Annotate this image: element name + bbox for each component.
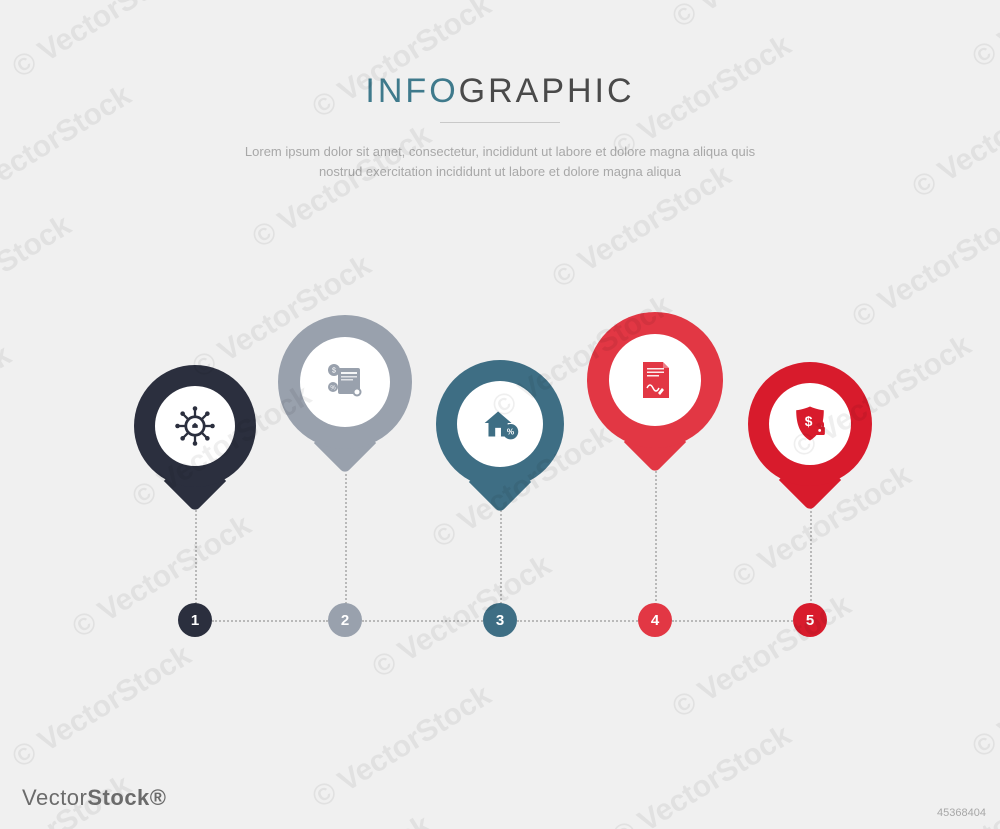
title-divider (440, 122, 560, 123)
step-number-badge: 5 (793, 603, 827, 637)
connector-horizontal (672, 620, 793, 622)
step-number-badge: 2 (328, 603, 362, 637)
connector-horizontal (362, 620, 483, 622)
diag-watermark-text: © VectorStock (966, 0, 1000, 75)
title-part-1: INFO (365, 72, 458, 110)
diag-watermark-text: © VectorStock (846, 199, 1000, 336)
diag-watermark-text: © VectorStock (606, 719, 797, 829)
svg-text:%: % (330, 386, 336, 392)
diag-watermark-text: © VectorStock (246, 809, 437, 829)
step-number-badge: 1 (178, 603, 212, 637)
step-number-badge: 4 (638, 603, 672, 637)
network-hub-icon (155, 386, 235, 466)
diag-watermark-text: © VectorStock (66, 509, 257, 646)
shield-money-lock-icon: $ (769, 383, 851, 465)
brand-part-2: Stock® (87, 785, 166, 810)
diag-watermark-text: © VectorStock (966, 629, 1000, 766)
contract-doc-icon (609, 334, 701, 426)
brand-part-1: Vector (22, 785, 87, 810)
diag-watermark-text: © VectorStock (246, 119, 437, 256)
diag-watermark-text: © VectorStock (666, 0, 857, 35)
connector-horizontal (212, 620, 328, 622)
title: INFOGRAPHIC (0, 72, 1000, 111)
vectorstock-brand: VectorStock® (22, 785, 167, 811)
diag-watermark-text: © VectorStock (0, 209, 77, 346)
map-pin (134, 365, 256, 487)
infographic-canvas: INFOGRAPHIC Lorem ipsum dolor sit amet, … (0, 0, 1000, 829)
svg-text:$: $ (332, 368, 336, 375)
diag-watermark-text: © VectorStock (6, 639, 197, 776)
diag-watermark-text: © VectorStock (306, 679, 497, 816)
diag-watermark-text: © VectorStock (666, 589, 857, 726)
house-percent-icon: % (457, 381, 543, 467)
map-pin: % (436, 360, 564, 488)
subtitle-text: Lorem ipsum dolor sit amet, consectetur,… (240, 142, 760, 182)
svg-text:$: $ (805, 414, 813, 429)
title-part-2: GRAPHIC (459, 72, 635, 110)
map-pin: $ (748, 362, 872, 486)
svg-text:%: % (507, 428, 515, 437)
diag-watermark-text: © VectorStock (0, 339, 17, 476)
connector-horizontal (517, 620, 638, 622)
connector-vertical (655, 468, 657, 620)
map-pin (587, 312, 723, 448)
diag-watermark-text: © VectorStock (366, 549, 557, 686)
step-number-badge: 3 (483, 603, 517, 637)
image-id: 45368404 (937, 807, 986, 819)
connector-vertical (345, 469, 347, 620)
map-pin: $ % (278, 315, 412, 449)
certificate-icon: $ % (300, 337, 390, 427)
